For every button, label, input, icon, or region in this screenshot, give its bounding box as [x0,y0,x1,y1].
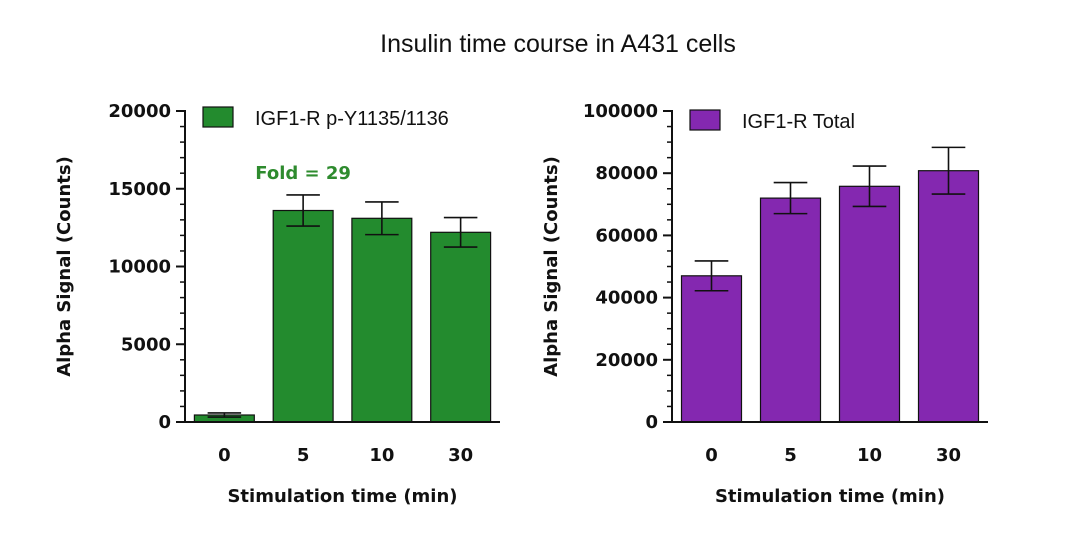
chart-1-error-bar-5 [286,194,320,227]
chart-2-x-tick-label-0: 0 [705,445,718,466]
chart-1-y-tick-label-0: 0 [158,412,171,433]
chart-2-y-tick-label-20000: 20000 [595,350,658,371]
chart-1-x-tick-label-30: 30 [448,445,473,466]
chart-2-bar-0 [680,275,743,423]
chart-2-y-tick-label-0: 0 [645,412,658,433]
chart-2-legend-swatch [689,109,721,131]
chart-2-x-tick-label-30: 30 [936,445,961,466]
chart-2-group: 0 5 10 30 0 20000 40000 60000 80000 100000 Stimula… [541,101,988,507]
chart-2-y-tick-label-80000: 80000 [595,163,658,184]
chart-2-error-bar-5 [773,181,808,215]
chart-2-y-tick-label-100000: 100000 [583,101,658,122]
chart-1-annotation: Fold = 29 [255,163,351,184]
figure-title: Insulin time course in A431 cells [380,30,736,58]
chart-1-bar-30 [430,231,492,423]
chart-2-error-bar-0 [694,260,729,292]
chart-2-y-axis-label: Alpha Signal (Counts) [541,156,562,377]
chart-1-legend: IGF1-R p-Y1135/1136 [202,106,449,130]
chart-1-legend-label: IGF1-R p-Y1135/1136 [255,108,449,130]
chart-2-bar-30 [917,170,980,423]
chart-1-error-bar-10 [365,201,399,236]
chart-1-error-bar-30 [443,216,478,248]
chart-2-error-bar-30 [931,146,966,195]
chart-1-x-axis-label: Stimulation time (min) [227,486,457,507]
chart-2-x-tick-label-10: 10 [857,445,882,466]
chart-1-bar-10 [351,217,413,423]
chart-1-y-tick-label-5000: 5000 [121,334,171,355]
chart-2-legend: IGF1-R Total [689,109,855,133]
chart-1-x-tick-label-0: 0 [218,445,231,466]
chart-2-x-tick-label-5: 5 [784,445,797,466]
chart-1-group: 0 5 10 30 0 5000 10000 15000 20000 Stimulation ti… [54,101,500,507]
chart-2-bar-10 [838,185,901,423]
chart-1-y-tick-label-15000: 15000 [108,179,171,200]
chart-1-bar-5 [272,209,334,423]
chart-2-x-axis-label: Stimulation time (min) [715,486,945,507]
chart-1-x-tick-label-10: 10 [369,445,394,466]
chart-2-error-bar-10 [852,165,887,208]
chart-2-legend-label: IGF1-R Total [742,111,855,133]
chart-1-x-tick-label-5: 5 [297,445,310,466]
chart-1-y-tick-label-20000: 20000 [108,101,171,122]
chart-1-legend-swatch [202,106,234,128]
chart-2-bar-5 [759,197,822,423]
chart-2-y-tick-label-60000: 60000 [595,225,658,246]
chart-1-y-tick-label-10000: 10000 [108,257,171,278]
chart-1-y-axis-label: Alpha Signal (Counts) [54,156,75,377]
chart-1-error-bar-0 [207,412,242,418]
chart-2-y-tick-label-40000: 40000 [595,288,658,309]
